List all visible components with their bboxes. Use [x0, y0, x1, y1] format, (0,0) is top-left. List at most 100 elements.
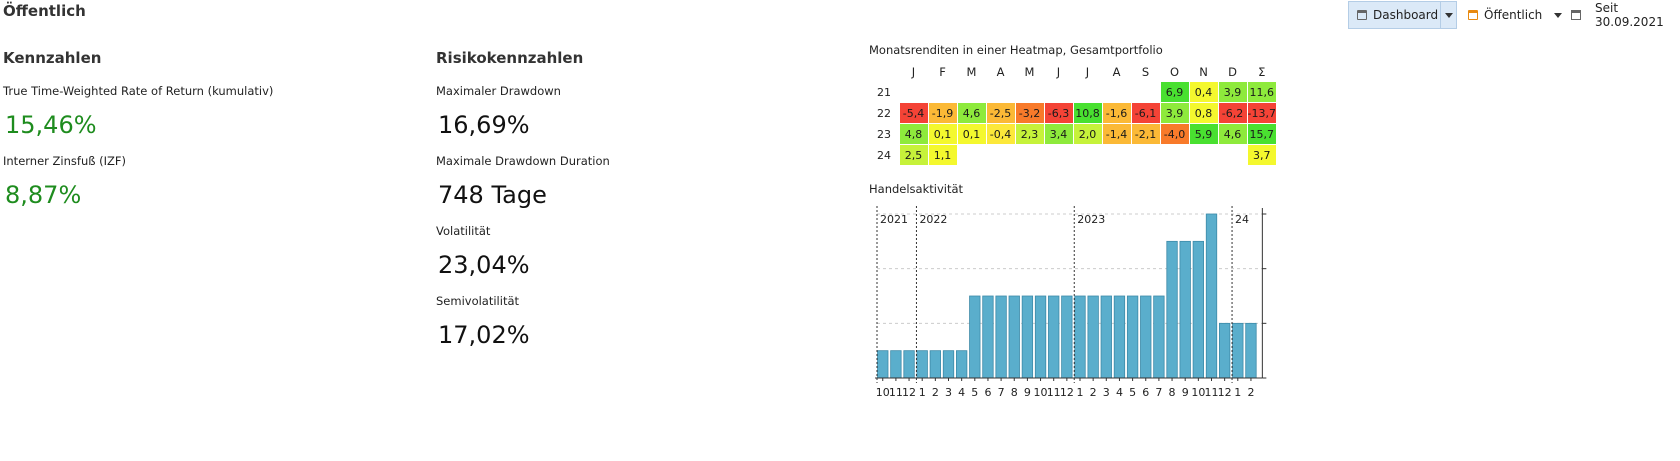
bar — [1140, 295, 1152, 379]
heatmap-cell — [1101, 81, 1132, 103]
x-tick-label: 7 — [998, 386, 1005, 399]
heatmap-cell: 3,9 — [1217, 81, 1248, 103]
x-tick-label: 12 — [1218, 386, 1232, 399]
x-tick-label: 4 — [958, 386, 965, 399]
bar — [1034, 295, 1047, 379]
x-tick-label: 2 — [1247, 386, 1254, 399]
heatmap-cell: 3,9 — [1159, 102, 1190, 124]
heatmap-cell — [1130, 81, 1161, 103]
window-button[interactable] — [1568, 1, 1584, 29]
x-tick-label: 11 — [1205, 386, 1219, 399]
heatmap-cell: -5,4 — [898, 102, 929, 124]
x-tick-label: 6 — [1142, 386, 1149, 399]
x-tick-label: 10 — [1034, 386, 1048, 399]
heatmap-month-header: F — [939, 65, 946, 79]
bar — [1192, 240, 1205, 379]
drawdown-duration-label: Maximale Drawdown Duration — [436, 154, 610, 168]
heatmap-row: 23 4,8 0,1 0,1 -0,4 2,3 3,4 2,0 -1,4 -2,1 -4,0 5,9 4… — [869, 123, 1277, 145]
volatility-value: 23,04% — [438, 251, 530, 279]
max-drawdown-label: Maximaler Drawdown — [436, 84, 561, 98]
heatmap-cell — [1043, 144, 1074, 166]
bar — [929, 350, 941, 379]
heatmap-year-label: 22 — [877, 106, 891, 120]
heatmap-cell — [1159, 144, 1190, 166]
heatmap-cell: 0,4 — [1188, 81, 1219, 103]
trade-activity-title: Handelsaktivität — [869, 182, 964, 196]
heatmap-month-header: A — [996, 65, 1005, 79]
heatmap-month-header: N — [1199, 65, 1208, 79]
bar — [1048, 295, 1060, 379]
kennzahlen-title: Kennzahlen — [3, 49, 102, 67]
heatmap-title: Monatsrenditen in einer Heatmap, Gesamtp… — [869, 43, 1163, 57]
heatmap-cell: 0,1 — [956, 123, 987, 145]
heatmap-table: J F M A M J J A S O N D Σ 21 6,9 0,4 3,9 11,6 22 -5,4 -1,9 4,… — [869, 63, 1277, 166]
x-tick-label: 1 — [919, 386, 926, 399]
heatmap-row: 24 2,5 1,1 3,7 — [869, 144, 1277, 166]
x-tick-label: 9 — [1182, 386, 1189, 399]
heatmap-cell: -3,2 — [1014, 102, 1045, 124]
heatmap-month-header: M — [1024, 65, 1035, 79]
risiko-title: Risikokennzahlen — [436, 49, 584, 67]
trade-activity-chart: 2021202220232402461011121234567891011121… — [875, 206, 1267, 399]
heatmap-cell — [1188, 144, 1219, 166]
heatmap-cell: 1,1 — [927, 144, 958, 166]
period-button[interactable]: Seit 30.09.2021 — [1595, 1, 1680, 29]
bar — [1126, 295, 1139, 379]
x-tick-label: 2 — [932, 386, 939, 399]
filter-icon — [1468, 10, 1478, 20]
bar — [1245, 322, 1257, 379]
heatmap-cell: -6,3 — [1043, 102, 1074, 124]
calendar-icon — [1357, 10, 1367, 20]
heatmap-cell: -4,0 — [1159, 123, 1190, 145]
x-tick-label: 7 — [1155, 386, 1162, 399]
volatility-label: Volatilität — [436, 224, 491, 238]
heatmap-cell: 2,3 — [1014, 123, 1045, 145]
x-tick-label: 3 — [1103, 386, 1110, 399]
heatmap-year-label: 24 — [877, 148, 891, 162]
heatmap-cell: 4,6 — [1217, 123, 1248, 145]
page-title: Öffentlich — [3, 2, 86, 20]
x-tick-label: 12 — [1060, 386, 1074, 399]
filter-label: Öffentlich — [1484, 8, 1543, 22]
heatmap-cell: 6,9 — [1159, 81, 1190, 103]
x-tick-label: 11 — [1047, 386, 1061, 399]
heatmap-year-label: 23 — [877, 127, 891, 141]
x-tick-label: 8 — [1011, 386, 1018, 399]
heatmap-cell: -1,9 — [927, 102, 958, 124]
filter-dropdown-button[interactable] — [1550, 1, 1566, 29]
heatmap-month-header: M — [966, 65, 977, 79]
x-tick-label: 5 — [971, 386, 978, 399]
heatmap-cell: -13,7 — [1246, 102, 1277, 124]
dashboard-label: Dashboard — [1373, 8, 1439, 22]
heatmap-cell: -6,1 — [1130, 102, 1161, 124]
x-tick-label: 1 — [1234, 386, 1241, 399]
bar — [956, 350, 968, 379]
heatmap-cell: -2,5 — [985, 102, 1016, 124]
heatmap-cell: -2,1 — [1130, 123, 1161, 145]
heatmap-cell — [1014, 144, 1045, 166]
dashboard-button[interactable]: Dashboard — [1348, 1, 1441, 29]
bar — [942, 350, 955, 379]
heatmap-cell — [1014, 81, 1045, 103]
heatmap-month-header: A — [1112, 65, 1121, 79]
bar — [1166, 240, 1178, 379]
heatmap-cell: 11,6 — [1246, 81, 1277, 103]
bar — [1153, 295, 1165, 379]
x-tick-label: 3 — [945, 386, 952, 399]
dashboard-dropdown-button[interactable] — [1441, 1, 1457, 29]
heatmap-month-header: S — [1141, 65, 1150, 79]
heatmap-cell — [1072, 144, 1103, 166]
heatmap-corner — [869, 63, 899, 82]
x-tick-label: 2 — [1090, 386, 1097, 399]
heatmap-cell — [898, 81, 929, 103]
period-label: Seit 30.09.2021 — [1595, 1, 1664, 29]
bar — [1218, 322, 1231, 379]
semivolatility-label: Semivolatilität — [436, 294, 520, 308]
heatmap-cell: -1,4 — [1101, 123, 1132, 145]
heatmap-cell: -6,2 — [1217, 102, 1248, 124]
filter-button[interactable]: Öffentlich — [1464, 1, 1554, 29]
x-tick-label: 5 — [1129, 386, 1136, 399]
heatmap-cell — [927, 81, 958, 103]
heatmap-cell — [985, 81, 1016, 103]
heatmap-cell: 3,4 — [1043, 123, 1074, 145]
